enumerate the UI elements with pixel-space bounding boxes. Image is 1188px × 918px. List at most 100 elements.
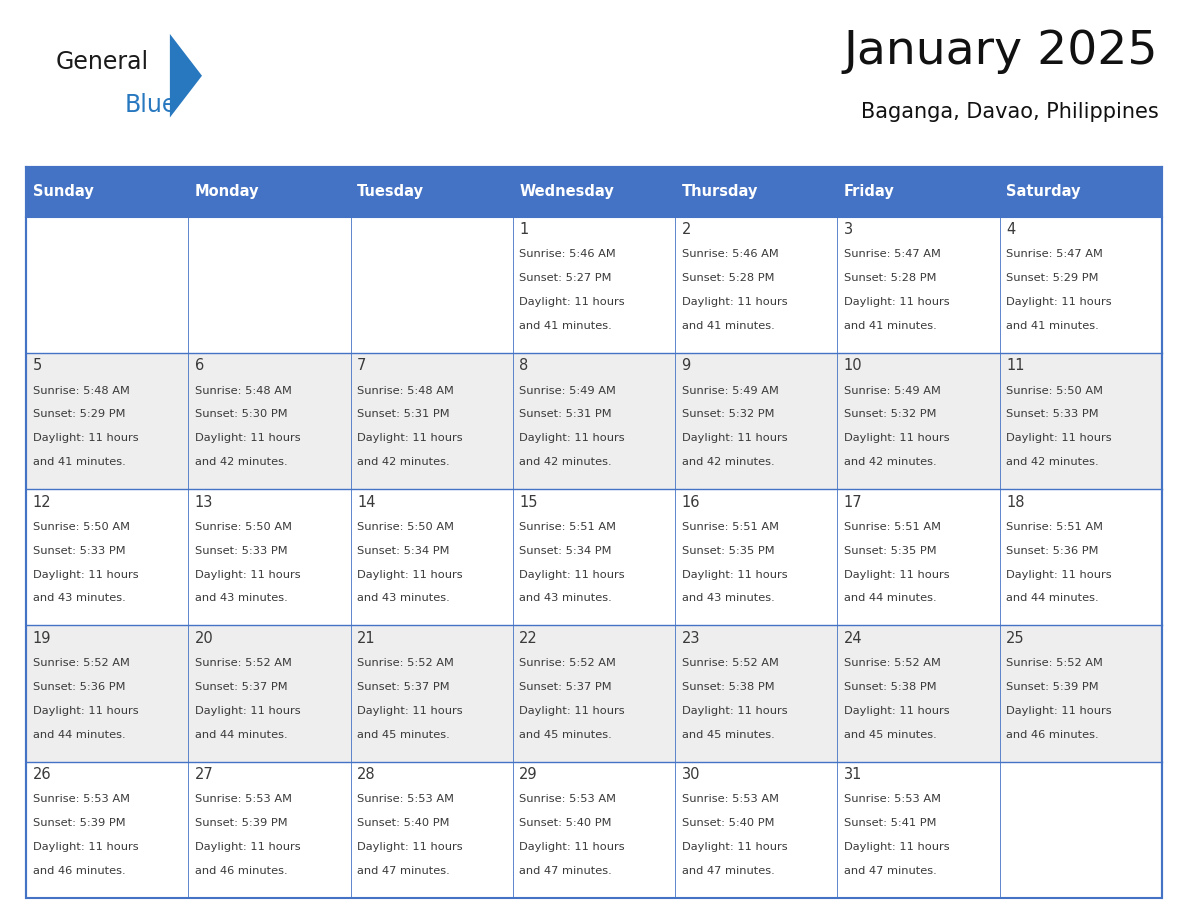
Text: Daylight: 11 hours: Daylight: 11 hours — [1006, 569, 1112, 579]
Text: Daylight: 11 hours: Daylight: 11 hours — [843, 297, 949, 308]
Text: Sunrise: 5:53 AM: Sunrise: 5:53 AM — [195, 794, 292, 804]
Text: Sunset: 5:40 PM: Sunset: 5:40 PM — [682, 818, 775, 828]
Text: 6: 6 — [195, 358, 204, 374]
Text: Sunset: 5:40 PM: Sunset: 5:40 PM — [358, 818, 449, 828]
Text: Wednesday: Wednesday — [519, 185, 614, 199]
Text: 31: 31 — [843, 767, 862, 782]
Text: Sunset: 5:39 PM: Sunset: 5:39 PM — [195, 818, 287, 828]
Text: Sunrise: 5:48 AM: Sunrise: 5:48 AM — [358, 386, 454, 396]
Text: Sunset: 5:39 PM: Sunset: 5:39 PM — [1006, 682, 1099, 692]
Text: Sunrise: 5:49 AM: Sunrise: 5:49 AM — [519, 386, 617, 396]
Text: Monday: Monday — [195, 185, 259, 199]
Text: Daylight: 11 hours: Daylight: 11 hours — [358, 569, 463, 579]
Text: and 47 minutes.: and 47 minutes. — [358, 866, 450, 876]
Text: Daylight: 11 hours: Daylight: 11 hours — [519, 297, 625, 308]
Text: Daylight: 11 hours: Daylight: 11 hours — [195, 569, 301, 579]
Text: 30: 30 — [682, 767, 700, 782]
Text: and 45 minutes.: and 45 minutes. — [682, 730, 775, 740]
Text: 18: 18 — [1006, 495, 1024, 509]
Text: and 45 minutes.: and 45 minutes. — [519, 730, 612, 740]
Text: and 46 minutes.: and 46 minutes. — [1006, 730, 1099, 740]
Text: Sunrise: 5:53 AM: Sunrise: 5:53 AM — [519, 794, 617, 804]
Text: and 42 minutes.: and 42 minutes. — [195, 457, 287, 467]
Bar — [26, 762, 1162, 898]
Text: Daylight: 11 hours: Daylight: 11 hours — [843, 842, 949, 852]
Text: Daylight: 11 hours: Daylight: 11 hours — [843, 706, 949, 716]
Text: and 46 minutes.: and 46 minutes. — [32, 866, 125, 876]
Text: Daylight: 11 hours: Daylight: 11 hours — [519, 569, 625, 579]
Text: Sunrise: 5:52 AM: Sunrise: 5:52 AM — [32, 658, 129, 668]
Text: Sunrise: 5:52 AM: Sunrise: 5:52 AM — [358, 658, 454, 668]
Text: Sunset: 5:29 PM: Sunset: 5:29 PM — [32, 409, 125, 420]
Text: Sunset: 5:32 PM: Sunset: 5:32 PM — [682, 409, 775, 420]
Text: Daylight: 11 hours: Daylight: 11 hours — [32, 842, 138, 852]
Bar — [838, 167, 999, 217]
Text: and 46 minutes.: and 46 minutes. — [195, 866, 287, 876]
Text: Sunrise: 5:52 AM: Sunrise: 5:52 AM — [519, 658, 617, 668]
Text: 20: 20 — [195, 631, 214, 646]
Text: Sunrise: 5:52 AM: Sunrise: 5:52 AM — [843, 658, 941, 668]
Text: Daylight: 11 hours: Daylight: 11 hours — [519, 706, 625, 716]
Text: 14: 14 — [358, 495, 375, 509]
Text: 21: 21 — [358, 631, 375, 646]
Text: and 45 minutes.: and 45 minutes. — [358, 730, 450, 740]
Text: Daylight: 11 hours: Daylight: 11 hours — [358, 433, 463, 443]
Text: Friday: Friday — [843, 185, 895, 199]
Text: Sunrise: 5:50 AM: Sunrise: 5:50 AM — [32, 521, 129, 532]
Text: Daylight: 11 hours: Daylight: 11 hours — [682, 569, 788, 579]
Text: Sunrise: 5:53 AM: Sunrise: 5:53 AM — [32, 794, 129, 804]
Text: Daylight: 11 hours: Daylight: 11 hours — [682, 706, 788, 716]
Text: Baganga, Davao, Philippines: Baganga, Davao, Philippines — [860, 102, 1158, 121]
Text: Tuesday: Tuesday — [358, 185, 424, 199]
Text: Sunset: 5:41 PM: Sunset: 5:41 PM — [843, 818, 936, 828]
Text: and 42 minutes.: and 42 minutes. — [519, 457, 612, 467]
Text: and 42 minutes.: and 42 minutes. — [358, 457, 450, 467]
Text: and 43 minutes.: and 43 minutes. — [519, 593, 612, 603]
Text: Daylight: 11 hours: Daylight: 11 hours — [32, 569, 138, 579]
Text: 27: 27 — [195, 767, 214, 782]
Bar — [675, 167, 838, 217]
Text: Sunset: 5:34 PM: Sunset: 5:34 PM — [358, 545, 449, 555]
Text: Sunday: Sunday — [32, 185, 94, 199]
Text: Sunset: 5:37 PM: Sunset: 5:37 PM — [195, 682, 287, 692]
Text: 28: 28 — [358, 767, 375, 782]
Text: Sunset: 5:30 PM: Sunset: 5:30 PM — [195, 409, 287, 420]
Text: Sunrise: 5:49 AM: Sunrise: 5:49 AM — [682, 386, 778, 396]
Polygon shape — [170, 34, 202, 118]
Text: Daylight: 11 hours: Daylight: 11 hours — [358, 842, 463, 852]
Text: Sunrise: 5:52 AM: Sunrise: 5:52 AM — [195, 658, 292, 668]
Text: and 44 minutes.: and 44 minutes. — [195, 730, 287, 740]
Text: and 47 minutes.: and 47 minutes. — [519, 866, 612, 876]
Text: and 41 minutes.: and 41 minutes. — [843, 321, 936, 331]
Text: and 47 minutes.: and 47 minutes. — [843, 866, 936, 876]
Text: and 45 minutes.: and 45 minutes. — [843, 730, 936, 740]
Text: Sunrise: 5:52 AM: Sunrise: 5:52 AM — [1006, 658, 1102, 668]
Text: 8: 8 — [519, 358, 529, 374]
Text: Sunrise: 5:46 AM: Sunrise: 5:46 AM — [519, 250, 617, 260]
Text: Daylight: 11 hours: Daylight: 11 hours — [682, 842, 788, 852]
Text: Daylight: 11 hours: Daylight: 11 hours — [32, 706, 138, 716]
Text: Sunset: 5:37 PM: Sunset: 5:37 PM — [358, 682, 450, 692]
Text: Sunrise: 5:51 AM: Sunrise: 5:51 AM — [519, 521, 617, 532]
Text: and 43 minutes.: and 43 minutes. — [195, 593, 287, 603]
Text: 29: 29 — [519, 767, 538, 782]
Bar — [26, 489, 1162, 625]
Bar — [26, 167, 189, 217]
Bar — [26, 625, 1162, 762]
Text: and 43 minutes.: and 43 minutes. — [32, 593, 126, 603]
Text: Sunrise: 5:48 AM: Sunrise: 5:48 AM — [195, 386, 292, 396]
Text: and 42 minutes.: and 42 minutes. — [682, 457, 775, 467]
Text: Sunrise: 5:47 AM: Sunrise: 5:47 AM — [1006, 250, 1102, 260]
Text: Blue: Blue — [125, 93, 177, 117]
Text: Daylight: 11 hours: Daylight: 11 hours — [1006, 433, 1112, 443]
Text: Daylight: 11 hours: Daylight: 11 hours — [32, 433, 138, 443]
Text: Sunrise: 5:49 AM: Sunrise: 5:49 AM — [843, 386, 941, 396]
Text: Sunset: 5:31 PM: Sunset: 5:31 PM — [358, 409, 450, 420]
Text: and 42 minutes.: and 42 minutes. — [843, 457, 936, 467]
Text: Daylight: 11 hours: Daylight: 11 hours — [519, 433, 625, 443]
Text: 22: 22 — [519, 631, 538, 646]
Text: 4: 4 — [1006, 222, 1016, 237]
Text: and 41 minutes.: and 41 minutes. — [1006, 321, 1099, 331]
Text: and 44 minutes.: and 44 minutes. — [1006, 593, 1099, 603]
Text: 9: 9 — [682, 358, 691, 374]
